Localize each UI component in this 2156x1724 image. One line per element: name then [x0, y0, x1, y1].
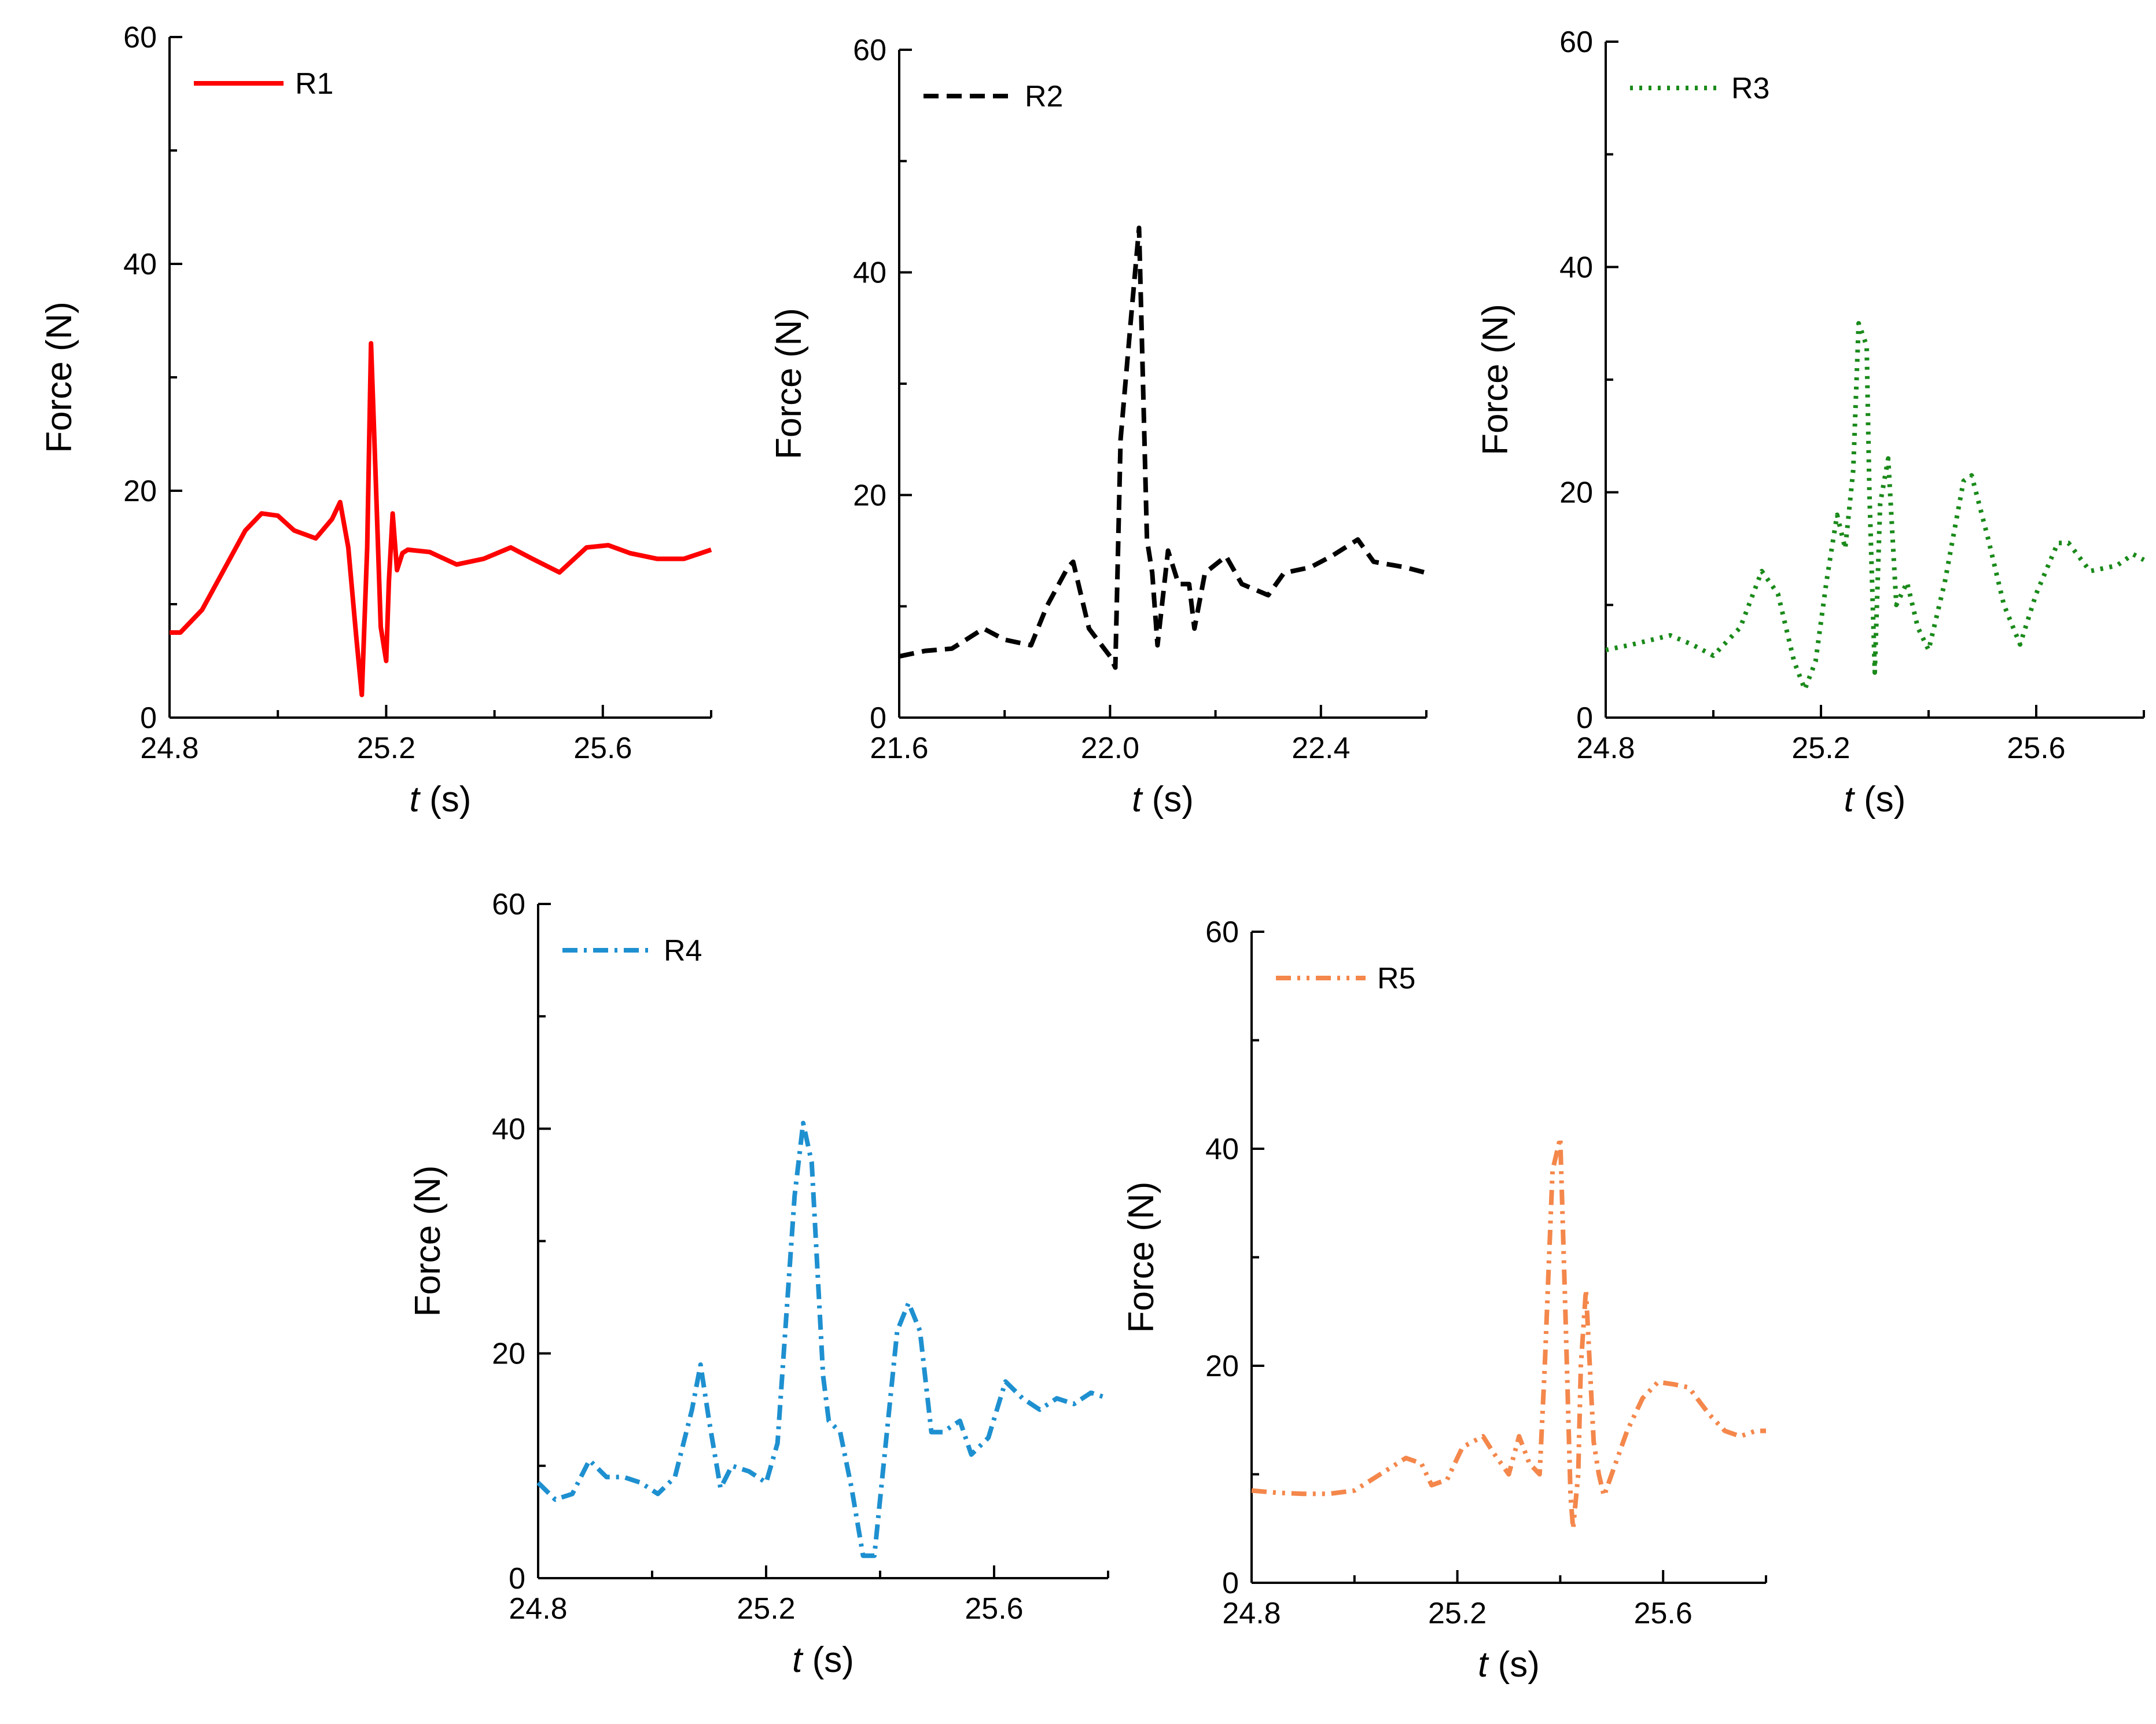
series-line-r5 [1251, 1135, 1766, 1531]
y-tick-label: 0 [509, 1562, 525, 1596]
x-tick-label: 25.6 [965, 1592, 1023, 1626]
series-line-r1 [170, 341, 712, 697]
chart-r2: 0 20 40 60 21.6 22.0 22.4 t (s) Force (N) R2 [769, 34, 1427, 819]
x-tick-label: 21.6 [870, 731, 928, 765]
legend-label: R5 [1377, 962, 1415, 995]
x-axis-unit: (s) [802, 1640, 854, 1680]
y-axis-title: Force (N) [1121, 1182, 1161, 1333]
x-axis-var: t [1132, 780, 1143, 819]
y-tick-label: 20 [853, 479, 886, 512]
y-tick-label: 60 [853, 34, 886, 67]
x-tick-label: 24.8 [1222, 1597, 1281, 1630]
y-tick-label: 0 [1576, 701, 1593, 735]
y-tick-label: 0 [140, 701, 157, 735]
legend-label: R2 [1025, 80, 1063, 113]
x-tick-label: 25.6 [573, 731, 632, 765]
x-axis-var: t [410, 780, 421, 819]
y-tick-label: 40 [1559, 251, 1593, 284]
x-tick-label: 24.8 [140, 731, 198, 765]
x-tick-label: 25.2 [737, 1592, 795, 1626]
legend-label: R4 [664, 934, 702, 968]
legend-label: R1 [295, 67, 333, 101]
series-line-r4 [536, 1120, 1109, 1558]
x-axis-unit: (s) [1488, 1645, 1540, 1685]
y-axis-title: Force (N) [408, 1166, 448, 1317]
x-axis-var: t [792, 1640, 804, 1680]
x-tick-label: 22.0 [1081, 731, 1139, 765]
chart-r4: 0 20 40 60 24.8 25.2 25.6 t (s) Force (N) R4 [408, 888, 1109, 1680]
x-axis-var: t [1478, 1645, 1489, 1685]
x-axis-var: t [1844, 780, 1856, 819]
x-axis-unit: (s) [1854, 780, 1906, 819]
legend-label: R3 [1731, 72, 1769, 105]
x-axis-title: t (s) [792, 1640, 854, 1680]
y-axis-title: Force (N) [39, 302, 79, 453]
y-tick-label: 60 [492, 888, 525, 921]
y-tick-label: 40 [1205, 1133, 1239, 1166]
series-line-r3 [1605, 321, 2145, 692]
y-tick-label: 40 [853, 256, 886, 290]
chart-r5: 0 20 40 60 24.8 25.2 25.6 t (s) Force (N) R5 [1121, 916, 1767, 1685]
y-tick-label: 20 [1205, 1350, 1239, 1383]
y-tick-label: 60 [123, 21, 157, 54]
x-tick-label: 25.6 [2007, 731, 2065, 765]
x-tick-label: 24.8 [1576, 731, 1635, 765]
y-tick-label: 60 [1559, 25, 1593, 59]
x-axis-title: t (s) [1132, 780, 1194, 819]
chart-r3: 0 20 40 60 24.8 25.2 25.6 t (s) Force (N) R3 [1476, 25, 2145, 819]
x-tick-label: 25.2 [1791, 731, 1850, 765]
y-axis-title: Force (N) [1476, 304, 1515, 455]
x-axis-title: t (s) [410, 780, 472, 819]
x-axis-unit: (s) [1142, 780, 1194, 819]
x-axis-title: t (s) [1478, 1645, 1540, 1685]
y-tick-label: 60 [1205, 916, 1239, 949]
y-tick-label: 20 [123, 475, 157, 508]
y-tick-label: 40 [123, 248, 157, 281]
x-tick-label: 25.6 [1634, 1597, 1693, 1630]
x-tick-label: 24.8 [509, 1592, 567, 1626]
y-tick-label: 0 [870, 701, 886, 735]
y-tick-label: 20 [492, 1337, 525, 1371]
x-tick-label: 25.2 [1428, 1597, 1487, 1630]
x-axis-title: t (s) [1844, 780, 1906, 819]
x-tick-label: 25.2 [357, 731, 415, 765]
y-tick-label: 20 [1559, 476, 1593, 510]
y-tick-label: 0 [1222, 1567, 1239, 1600]
series-line-r2 [899, 225, 1427, 670]
y-tick-label: 40 [492, 1112, 525, 1146]
y-axis-title: Force (N) [769, 308, 809, 460]
chart-r1: 0 20 40 60 24.8 25.2 25.6 t (s) Force (N) R1 [39, 21, 712, 819]
x-tick-label: 22.4 [1292, 731, 1350, 765]
x-axis-unit: (s) [420, 780, 472, 819]
